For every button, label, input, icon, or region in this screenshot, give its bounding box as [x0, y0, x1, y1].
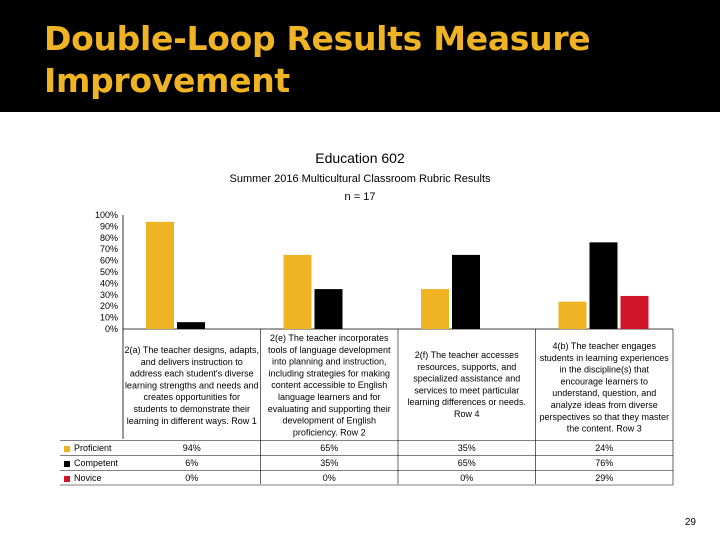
bar-proficient: [283, 254, 312, 329]
y-tick-label: 60%: [100, 256, 118, 266]
category-label-line: the content. Row 3: [567, 424, 642, 434]
y-tick-label: 90%: [100, 221, 118, 231]
category-label-line: learning strengths and needs and: [125, 380, 259, 390]
competent-swatch: [64, 460, 70, 467]
table-value-competent: 65%: [458, 458, 476, 468]
category-label-line: understand, question, and: [552, 388, 656, 398]
chart-title: Education 602: [315, 150, 405, 166]
category-label-line: development of English: [282, 416, 376, 426]
table-value-novice: 0%: [323, 473, 336, 483]
novice-swatch: [64, 475, 70, 482]
legend-table: Proficient Competent Novice: [64, 441, 118, 486]
category-label-line: content accessible to English: [271, 380, 387, 390]
category-label-line: 2(f) The teacher accesses: [415, 350, 519, 360]
bar-proficient: [421, 289, 449, 329]
legend-row-competent: Competent: [64, 456, 118, 471]
category-label: 2(e) The teacher incorporates tools of la…: [268, 333, 391, 437]
category-label-line: specialized assistance and: [413, 374, 520, 384]
category-label-line: in the discipline(s) that: [559, 365, 649, 375]
table-value-novice: 29%: [595, 473, 613, 483]
page-number: 29: [684, 517, 696, 528]
category-label: 2(a) The teacher designs, adapts, and del…: [125, 345, 259, 426]
chart-n-label: n = 17: [344, 191, 376, 203]
category-label-line: and delivers instruction to: [141, 357, 243, 367]
bar-proficient: [558, 301, 587, 329]
category-label-line: into planning and instruction,: [272, 357, 387, 367]
bar-competent: [314, 289, 343, 329]
legend-row-proficient: Proficient: [64, 441, 118, 456]
chart-subtitle-block: Summer 2016 Multicultural Classroom Rubr…: [0, 170, 720, 206]
legend-label-novice: Novice: [74, 473, 102, 483]
legend-label-competent: Competent: [74, 458, 119, 468]
category-label-line: 4(b) The teacher engages: [553, 341, 657, 351]
category-label-line: proficiency. Row 2: [293, 427, 366, 437]
category-label-line: learning in different ways. Row 1: [127, 416, 257, 426]
table-value-proficient: 24%: [595, 443, 613, 453]
category-label-line: 2(e) The teacher incorporates: [270, 333, 389, 343]
y-tick-label: 40%: [100, 278, 118, 288]
category-label-line: analyze ideas from diverse: [551, 400, 658, 410]
title-bar: Double-Loop Results Measure Improvement: [0, 0, 720, 112]
category-label-line: including strategies for making: [268, 368, 390, 378]
y-tick-label: 100%: [95, 210, 118, 220]
category-label-line: learning differences or needs.: [408, 397, 526, 407]
bar-competent: [589, 242, 618, 329]
category-label-line: language learners and for: [278, 392, 381, 402]
proficient-swatch: [64, 445, 70, 452]
category-label-line: perspectives so that they master: [539, 412, 669, 422]
bar-competent: [452, 254, 480, 329]
category-label-line: 2(a) The teacher designs, adapts,: [125, 345, 259, 355]
legend-row-novice: Novice: [64, 471, 118, 486]
category-label-line: students to demonstrate their: [133, 404, 250, 414]
y-tick-label: 20%: [100, 301, 118, 311]
category-label-line: resources, supports, and: [417, 362, 516, 372]
category-label-line: address each student's diverse: [130, 369, 254, 379]
category-label-line: Row 4: [454, 409, 480, 419]
y-tick-label: 10%: [100, 313, 118, 323]
y-tick-label: 70%: [100, 244, 118, 254]
category-label: 4(b) The teacher engages students in lear…: [539, 341, 669, 434]
chart-subtitle: Summer 2016 Multicultural Classroom Rubr…: [229, 173, 491, 185]
y-tick-label: 50%: [100, 267, 118, 277]
y-tick-label: 30%: [100, 290, 118, 300]
bar-novice: [620, 295, 649, 329]
bar-proficient: [146, 221, 174, 329]
category-label: 2(f) The teacher accesses resources, supp…: [408, 350, 526, 419]
table-value-competent: 76%: [595, 458, 613, 468]
table-value-proficient: 35%: [458, 443, 476, 453]
table-value-competent: 35%: [320, 458, 338, 468]
category-label-line: evaluating and supporting their: [268, 404, 391, 414]
category-label-line: services to meet particular: [414, 385, 519, 395]
category-label-line: creates opportunities for: [143, 392, 240, 402]
category-label-line: encourage learners to: [560, 376, 648, 386]
y-tick-label: 0%: [105, 324, 118, 334]
table-value-proficient: 65%: [320, 443, 338, 453]
slide-title: Double-Loop Results Measure Improvement: [44, 19, 591, 100]
legend-label-proficient: Proficient: [74, 443, 112, 453]
y-tick-label: 80%: [100, 233, 118, 243]
category-label-line: students in learning experiences: [540, 353, 670, 363]
table-value-novice: 0%: [460, 473, 473, 483]
table-value-proficient: 94%: [183, 443, 201, 453]
bar-competent: [177, 322, 205, 329]
table-value-competent: 6%: [185, 458, 198, 468]
table-value-novice: 0%: [185, 473, 198, 483]
category-label-line: tools of language development: [268, 345, 391, 355]
